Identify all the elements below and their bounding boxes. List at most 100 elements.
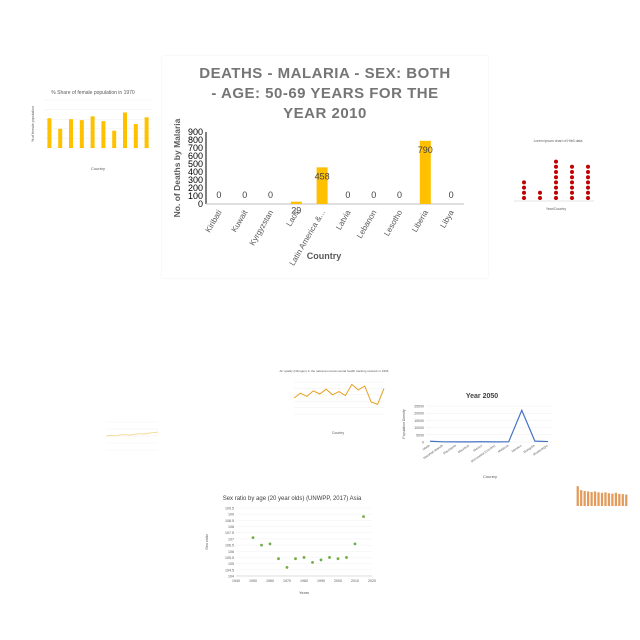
red-dot-chart-card: Lorem ipsum chart of Hib3 data Year/Count… [500,136,600,214]
orange-bar-chart [576,486,628,506]
faint-line-chart [105,421,159,451]
sex-y-tick-label: 109.5 [225,507,234,511]
malaria-category-label: Liberia [410,208,430,234]
orange-bar [576,486,579,506]
sex-x-tick-label: 1980 [300,579,308,583]
dots-marker [554,164,558,169]
y2050-y-tick-label: 0 [422,441,424,445]
sex-y-tick-label: 105.5 [225,556,234,560]
dots-marker [522,180,526,185]
malaria-title-line-3: YEAR 2010 [283,105,367,122]
orange-bar [593,491,597,506]
sex-marker [353,542,357,546]
sex-y-tick-label: 108 [228,525,234,529]
orange-bar [607,493,611,506]
y2050-category-label: Monaco [511,443,523,453]
dots-marker [586,170,590,174]
year-2050-chart-card: Year 2050 0 5000 10000 15000 20000 25000 Malta M… [398,384,558,482]
dots-marker [570,170,574,174]
y2050-y-tick-label: 25000 [414,405,424,409]
sex-y-tick-label: 107 [228,537,234,541]
dots-marker [570,190,574,195]
female-bar [133,124,138,148]
dots-marker [586,196,590,200]
orange-bar [621,494,624,506]
y2050-chart-title: Year 2050 [466,393,498,400]
air-chart-title: Air quality (Nitrogen) in the national e… [280,369,389,373]
y2050-y-tick-label: 10000 [414,426,424,430]
y2050-y-tick-label: 15000 [414,419,424,423]
y2050-category-label: Moldova [497,443,509,453]
dots-marker [554,180,558,185]
orange-bar [597,492,600,506]
dots-marker [570,175,574,180]
dots-marker [570,164,574,169]
malaria-y-tick-label: 0 [198,199,203,209]
malaria-y-tick-label: 900 [188,127,203,137]
sex-x-tick-label: 2020 [368,579,376,583]
malaria-data-label: 0 [216,190,221,200]
malaria-bar [316,167,328,204]
malaria-y-axis-title: No. of Deaths by Malaria [172,118,182,217]
sex-x-tick-label: 1970 [283,579,291,583]
malaria-y-tick-label: 500 [188,159,203,169]
orange-bar [618,493,621,506]
dots-chart-title: Lorem ipsum chart of Hib3 data [534,139,583,143]
dots-marker [586,164,590,169]
air-quality-chart-card: Air quality (Nitrogen) in the national e… [278,366,390,438]
dots-marker [554,170,558,174]
sex-marker [285,565,289,569]
orange-bar [611,493,614,506]
malaria-data-label: 0 [268,190,273,200]
malaria-category-label: Kuwait [230,208,250,234]
malaria-x-axis-title: Country [307,251,342,261]
female-bar [112,130,117,148]
y2050-category-label: Micronesia (country) [470,444,496,464]
sex-marker [362,515,365,519]
malaria-chart-title: DEATHS - MALARIA - SEX: BOTH - AGE: 50-6… [162,64,488,124]
sex-marker [311,561,314,564]
malaria-y-tick-label: 200 [188,183,203,193]
malaria-category-label: Libya [438,208,456,230]
dots-marker [554,159,558,164]
female-bar [144,117,149,148]
sex-y-tick-label: 104 [228,575,234,579]
faint-series-line [105,431,159,437]
y2050-category-label: Mongolia [523,443,536,454]
sex-x-tick-label: 1950 [249,579,257,583]
sex-x-tick-label: 2010 [351,579,359,583]
air-series-line [293,383,385,406]
malaria-y-tick-label: 100 [188,191,203,201]
orange-bar [604,492,607,506]
dots-marker [522,190,526,195]
female-bar [101,121,106,148]
malaria-data-label: 0 [242,190,247,200]
sex-y-tick-label: 108.5 [225,519,234,523]
malaria-title-line-2: - AGE: 50-69 YEARS FOR THE [211,85,439,102]
sex-y-tick-label: 106.5 [225,544,234,548]
malaria-title-line-1: DEATHS - MALARIA - SEX: BOTH [199,65,451,82]
y2050-category-label: Mauritania [442,443,457,455]
orange-bar [625,494,628,506]
y2050-category-label: Malta [422,443,431,451]
female-population-chart-card: % Share of female population in 1970 Coun… [28,86,158,176]
sex-y-tick-label: 104.5 [225,568,234,572]
dots-marker [570,185,574,190]
orange-bar-chart-card [572,476,630,514]
orange-bar [587,491,590,506]
dots-marker [554,196,558,200]
sex-x-tick-label: 1940 [232,579,240,583]
red-dot-chart: Lorem ipsum chart of Hib3 data Year/Count… [514,139,594,211]
orange-bar [614,492,617,506]
y2050-category-label: Montenegro [532,443,548,456]
sex-y-tick-label: 105 [228,562,234,566]
y2050-y-axis-title: Population Density [402,409,406,438]
dots-x-axis-title: Year/Country [546,207,567,211]
female-chart-title: % Share of female population in 1970 [51,90,135,96]
dots-marker [554,185,558,190]
malaria-y-tick-label: 800 [188,135,203,145]
sex-marker [268,542,272,546]
sex-ratio-scatter-chart: Sex ratio by age (20 year olds) (UNWPP, … [204,496,376,595]
dots-marker [538,196,542,200]
y2050-category-label: Mauritius [457,443,470,454]
